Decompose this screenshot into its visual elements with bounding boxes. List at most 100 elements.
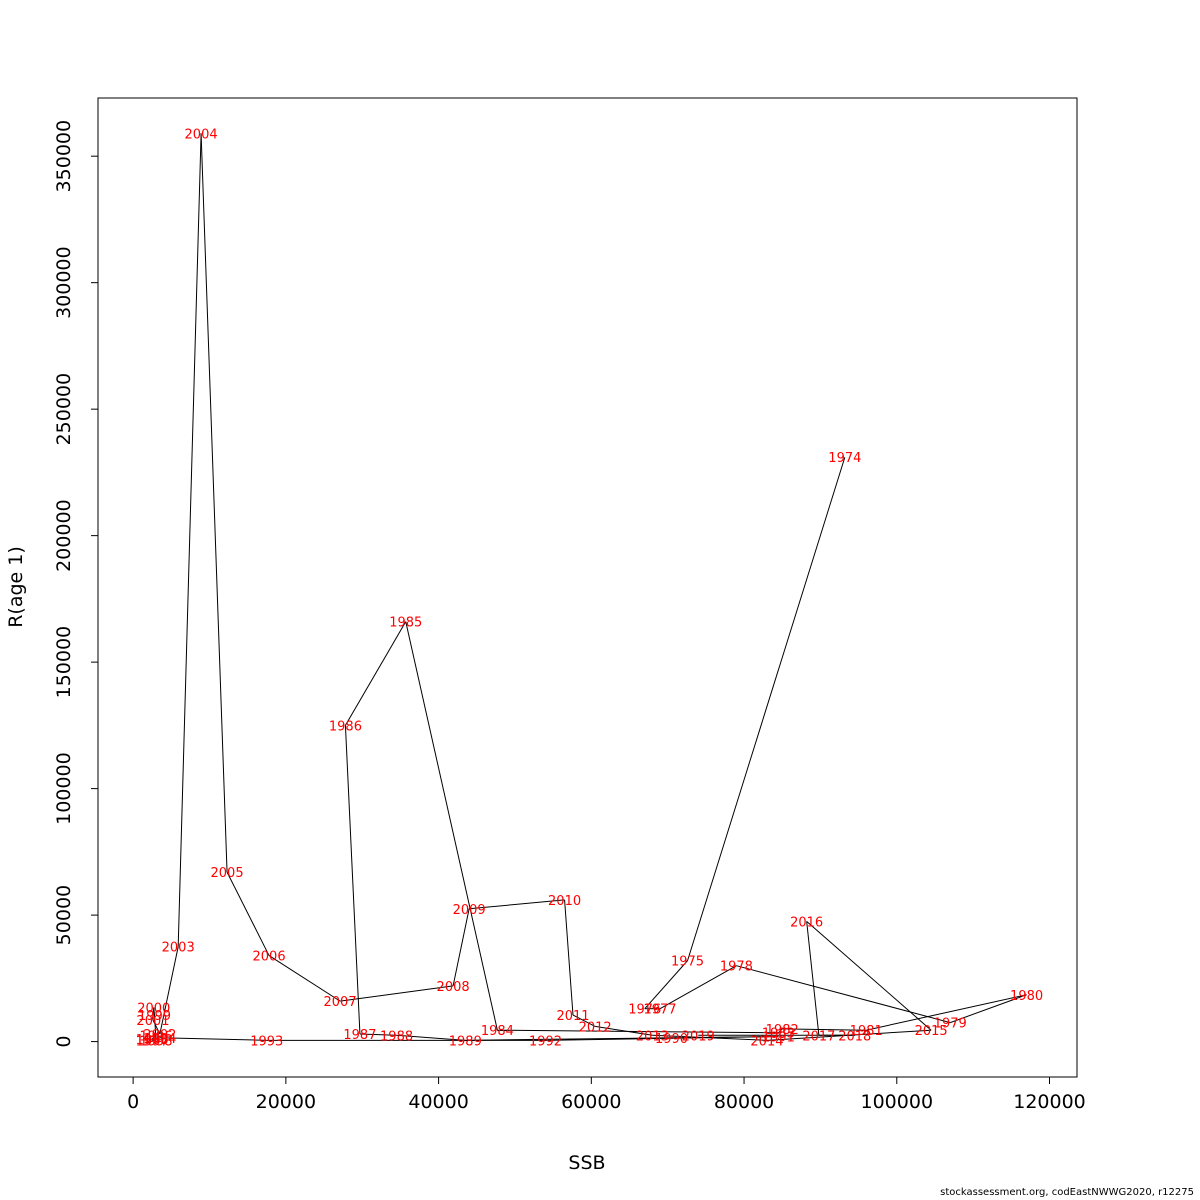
series-segment (268, 955, 341, 1002)
series-segment (344, 621, 407, 726)
x-tick-label: 20000 (256, 1091, 316, 1113)
point-year-label: 2001 (136, 1014, 169, 1029)
series-segment (782, 1028, 867, 1031)
point-year-label: 1975 (671, 955, 704, 970)
y-tick-label: 150000 (53, 626, 75, 699)
point-year-label: 1980 (1010, 989, 1043, 1004)
series-segment (572, 1014, 596, 1027)
point-year-label: 2015 (915, 1024, 948, 1039)
point-year-label: 1977 (643, 1003, 676, 1018)
point-year-label: 2018 (838, 1029, 871, 1044)
x-tick-label: 120000 (1013, 1091, 1086, 1113)
point-year-label: 2004 (185, 127, 218, 142)
point-year-label: 2017 (802, 1029, 835, 1044)
series-segment (152, 1019, 161, 1035)
point-year-label: 2002 (143, 1028, 176, 1043)
y-tick-label: 200000 (53, 499, 75, 572)
x-tick-label: 0 (127, 1091, 139, 1113)
point-year-label: 2000 (137, 1001, 170, 1016)
point-year-label: 2012 (579, 1020, 612, 1035)
x-axis: 0 20000 40000 60000 80000 100000 120000 (127, 1076, 1086, 1113)
point-year-label: 2013 (636, 1029, 669, 1044)
point-year-label: 1998 (139, 1034, 172, 1049)
series-segment (177, 133, 202, 947)
y-tick-label: 50000 (53, 885, 75, 945)
series-segment (405, 621, 498, 1031)
point-year-label: 2008 (437, 980, 470, 995)
series-segment (469, 899, 565, 910)
y-tick-label: 0 (53, 1036, 75, 1048)
point-year-label: 1999 (138, 1009, 171, 1024)
point-year-label: 1982 (766, 1023, 799, 1038)
series-segment (778, 1028, 783, 1034)
series-segment (226, 871, 270, 956)
point-year-label: 1991 (762, 1031, 795, 1046)
series-segment (340, 985, 454, 1002)
y-tick-label: 350000 (53, 120, 75, 193)
series-path-group (151, 133, 1027, 1041)
y-axis-label: R(age 1) (5, 546, 27, 628)
point-year-label: 1986 (329, 719, 362, 734)
series-segment (154, 1014, 157, 1041)
y-tick-label: 250000 (53, 373, 75, 446)
point-year-label: 1997 (136, 1034, 169, 1049)
point-year-label: 1979 (934, 1017, 967, 1032)
series-segment (564, 899, 574, 1016)
footer-credit: stockassessment.org, codEastNWWG2020, r1… (940, 1187, 1194, 1198)
point-year-label: 1981 (850, 1024, 883, 1039)
series-segment (652, 1034, 767, 1041)
point-year-label: 1992 (529, 1034, 562, 1049)
series-segment (806, 921, 820, 1036)
series-segment (200, 133, 228, 873)
point-year-label: 2009 (453, 903, 486, 918)
series-segment (159, 946, 179, 1035)
series-segment (950, 994, 1027, 1024)
point-year-label: 2007 (324, 995, 357, 1010)
series-segment (452, 908, 470, 987)
series-segment (687, 457, 846, 961)
series-segment (344, 725, 361, 1035)
x-tick-label: 100000 (861, 1091, 934, 1113)
series-segment (866, 994, 1027, 1031)
point-year-label: 1974 (828, 451, 861, 466)
point-year-label: 1990 (655, 1032, 688, 1047)
point-year-label: 1985 (389, 616, 422, 631)
series-segment (644, 960, 688, 1010)
point-year-label: 2016 (790, 915, 823, 930)
point-year-label: 1976 (628, 1003, 661, 1018)
point-year-label: 1995 (136, 1033, 169, 1048)
point-year-label: 2014 (750, 1034, 783, 1049)
series-segment (152, 1007, 155, 1021)
y-tick-label: 100000 (53, 752, 75, 825)
y-axis: 0 50000 100000 150000 200000 250000 300000 3500… (53, 120, 99, 1048)
plot-frame (97, 97, 1078, 1078)
point-year-label: 2003 (162, 941, 195, 956)
series-segment (736, 965, 951, 1024)
point-year-label: 1989 (449, 1034, 482, 1049)
series-segment (595, 1025, 653, 1036)
point-year-label: 2019 (682, 1029, 715, 1044)
series-segment (359, 1033, 397, 1036)
point-year-label: 1983 (762, 1027, 795, 1042)
point-year-label: 1984 (481, 1024, 514, 1039)
x-tick-label: 80000 (714, 1091, 774, 1113)
point-year-label: 1993 (250, 1034, 283, 1049)
series-segment (159, 1037, 267, 1041)
point-year-label: 2010 (548, 894, 581, 909)
point-year-label: 2005 (211, 866, 244, 881)
y-tick-label: 300000 (53, 246, 75, 319)
point-year-label: 1988 (380, 1029, 413, 1044)
series-segment (806, 921, 932, 1031)
x-tick-label: 60000 (561, 1091, 621, 1113)
series-segment (396, 1034, 466, 1041)
point-year-label: 1996 (139, 1029, 172, 1044)
series-segment (659, 965, 737, 1010)
point-year-label: 1987 (343, 1028, 376, 1043)
point-year-label: 2011 (556, 1009, 589, 1024)
x-tick-label: 40000 (408, 1091, 468, 1113)
x-axis-label: SSB (568, 1152, 605, 1174)
series-segment (497, 1029, 779, 1034)
point-year-label: 1978 (720, 960, 753, 975)
